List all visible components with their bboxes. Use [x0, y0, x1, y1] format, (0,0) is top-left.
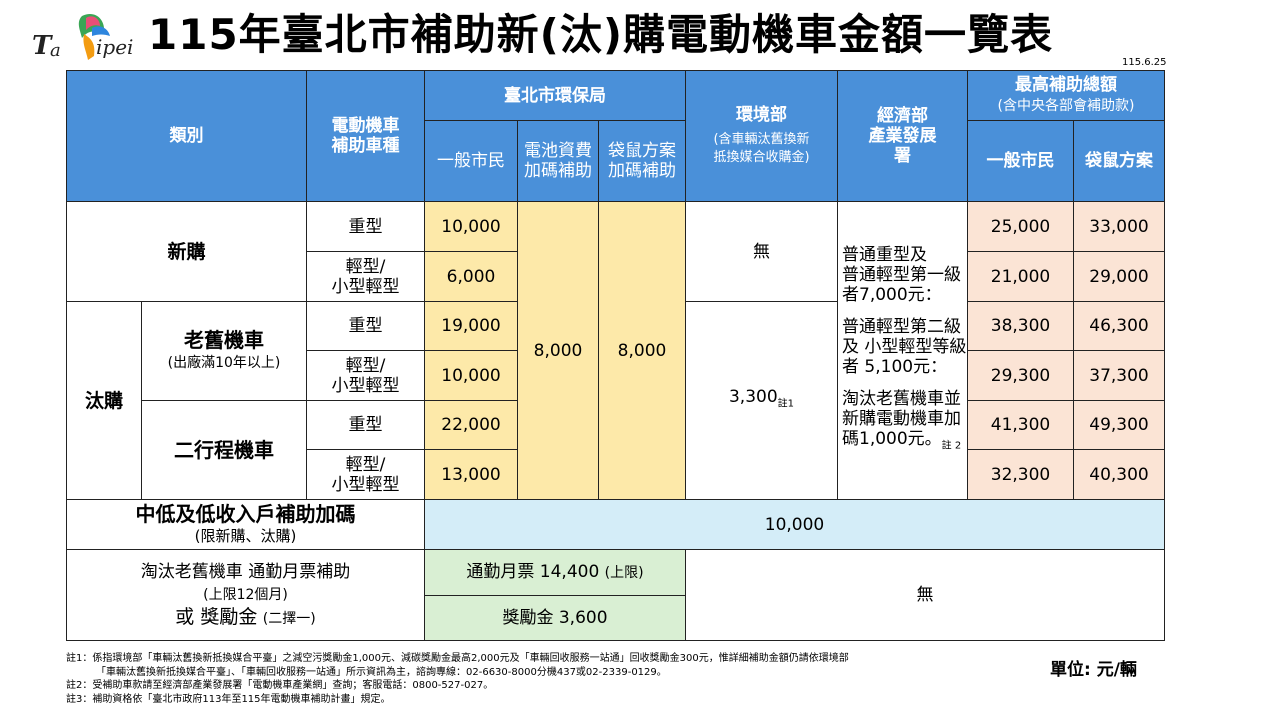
kangaroo-bonus-value: 8,000	[598, 201, 686, 500]
header-epb-battery: 電池資費 加碼補助	[517, 120, 599, 202]
commute-other-value: 無	[685, 549, 1165, 641]
moenv-replace-value: 3,300註1	[685, 301, 838, 500]
category-replace: 汰購	[66, 301, 142, 500]
max-kangaroo-value: 29,000	[1073, 251, 1165, 302]
footnote-1: 註1：係指環境部「車輛汰舊換新抵換媒合平臺」之減空污獎勵金1,000元、減碳獎勵…	[66, 653, 849, 664]
epb-general-value: 10,000	[424, 201, 518, 252]
footnote-2: 註2：受補助車款請至經濟部產業發展署「電動機車產業網」查詢；客服電話：0800-…	[66, 680, 494, 691]
header-moea: 經濟部 產業發展署	[837, 70, 968, 202]
header-epb: 臺北市環保局	[424, 70, 686, 121]
max-kangaroo-value: 49,300	[1073, 400, 1165, 450]
unit-label: 單位: 元/輛	[1050, 660, 1137, 680]
max-general-value: 41,300	[967, 400, 1074, 450]
type-light: 輕型/小型輕型	[306, 251, 425, 302]
commute-pass-value: 通勤月票 14,400 (上限)	[424, 549, 686, 596]
subsidy-table: 類別 電動機車 補助車種 臺北市環保局 環境部 (含車輛汰舊換新 抵換媒合收購金) …	[66, 70, 1165, 641]
epb-general-value: 19,000	[424, 301, 518, 351]
epb-general-value: 6,000	[424, 251, 518, 302]
category-new: 新購	[66, 201, 307, 302]
epb-general-value: 10,000	[424, 350, 518, 401]
commute-label: 淘汰老舊機車 通勤月票補助 (上限12個月) 或 獎勵金 (二擇一)	[66, 549, 425, 641]
battery-bonus-value: 8,000	[517, 201, 599, 500]
low-income-value: 10,000	[424, 499, 1165, 550]
svg-text:ipei: ipei	[96, 35, 133, 59]
header-vehicle-type: 電動機車 補助車種	[306, 70, 425, 202]
max-general-value: 25,000	[967, 201, 1074, 252]
type-light: 輕型/小型輕型	[306, 350, 425, 401]
header-moenv: 環境部 (含車輛汰舊換新 抵換媒合收購金)	[685, 70, 838, 202]
header-epb-kangaroo: 袋鼠方案 加碼補助	[598, 120, 686, 202]
type-heavy: 重型	[306, 400, 425, 450]
type-light: 輕型/小型輕型	[306, 449, 425, 500]
type-heavy: 重型	[306, 201, 425, 252]
epb-general-value: 13,000	[424, 449, 518, 500]
commute-bonus-value: 獎勵金 3,600	[424, 595, 686, 641]
max-kangaroo-value: 40,300	[1073, 449, 1165, 500]
moenv-new-value: 無	[685, 201, 838, 302]
header-max-kangaroo: 袋鼠方案	[1073, 120, 1165, 202]
svg-text:T: T	[32, 31, 53, 61]
max-general-value: 32,300	[967, 449, 1074, 500]
max-general-value: 21,000	[967, 251, 1074, 302]
category-old-scooter: 老舊機車 (出廠滿10年以上)	[141, 301, 307, 401]
max-kangaroo-value: 46,300	[1073, 301, 1165, 351]
header-category: 類別	[66, 70, 307, 202]
max-kangaroo-value: 33,000	[1073, 201, 1165, 252]
taipei-logo: T a ipei	[30, 8, 140, 64]
header-max-total: 最高補助總額 (含中央各部會補助款)	[967, 70, 1165, 121]
category-two-stroke: 二行程機車	[141, 400, 307, 500]
header-max-general: 一般市民	[967, 120, 1074, 202]
low-income-label: 中低及低收入戶補助加碼 (限新購、汰購)	[66, 499, 425, 550]
epb-general-value: 22,000	[424, 400, 518, 450]
max-general-value: 38,300	[967, 301, 1074, 351]
footnote-3: 註3：補助資格依「臺北市政府113年至115年電動機車補助計畫」規定。	[66, 693, 391, 705]
type-heavy: 重型	[306, 301, 425, 351]
footnotes: 註1：係指環境部「車輛汰舊換新抵換媒合平臺」之減空污獎勵金1,000元、減碳獎勵…	[66, 652, 1026, 706]
footnote-1-cont: 「車輛汰舊換新抵換媒合平臺」、「車輛回收服務一站通」所示資訊為主，諮詢專線：02…	[96, 666, 667, 678]
page-title: 115年臺北市補助新(汰)購電動機車金額一覽表	[148, 10, 1054, 59]
svg-text:a: a	[50, 40, 61, 61]
max-kangaroo-value: 37,300	[1073, 350, 1165, 401]
revision-date: 115.6.25	[1122, 57, 1167, 68]
header-epb-general: 一般市民	[424, 120, 518, 202]
max-general-value: 29,300	[967, 350, 1074, 401]
moea-description: 普通重型及 普通輕型第一級 者7,000元： 普通輕型第二級及 小型輕型等級者 5,…	[837, 201, 968, 500]
